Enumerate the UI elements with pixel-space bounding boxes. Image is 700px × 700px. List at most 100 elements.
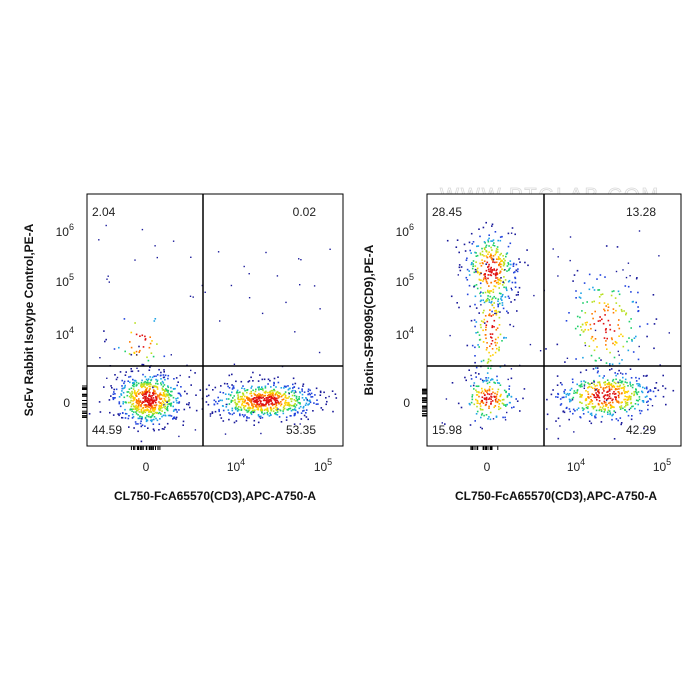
event-dot — [598, 381, 601, 383]
event-dot — [635, 399, 638, 402]
event-dot — [504, 259, 506, 262]
event-dot — [131, 403, 133, 406]
event-dot — [612, 308, 615, 310]
event-dot — [513, 271, 515, 274]
event-dot — [622, 383, 625, 386]
event-dot — [611, 406, 613, 408]
event-dot — [637, 384, 640, 387]
event-dot — [589, 383, 591, 385]
event-dot — [599, 384, 601, 387]
event-dot — [599, 316, 601, 318]
event-dot — [627, 396, 630, 398]
event-dot — [639, 325, 641, 328]
event-dot — [569, 400, 571, 403]
event-dot — [149, 395, 152, 398]
event-dot — [250, 412, 252, 414]
event-dot — [251, 404, 253, 407]
event-dot — [253, 419, 256, 422]
event-dot — [595, 413, 597, 416]
event-dot — [228, 418, 230, 421]
event-dot — [623, 388, 625, 390]
event-dot — [492, 314, 494, 316]
event-dot — [576, 392, 578, 394]
event-dot — [493, 406, 495, 409]
event-dot — [283, 387, 285, 389]
event-dot — [646, 401, 648, 403]
event-dot — [508, 297, 511, 299]
event-dot — [485, 396, 488, 399]
event-dot — [621, 373, 624, 375]
event-dot — [151, 340, 153, 342]
event-dot — [225, 398, 228, 400]
event-dot — [627, 285, 630, 288]
event-dot — [489, 274, 492, 276]
event-dot — [161, 428, 164, 430]
event-dot — [611, 414, 614, 416]
event-dot — [494, 351, 497, 354]
event-dot — [645, 375, 647, 377]
event-dot — [150, 383, 152, 386]
event-dot — [271, 403, 274, 406]
event-dot — [592, 286, 594, 289]
event-dot — [593, 323, 596, 325]
event-dot — [484, 390, 487, 392]
event-dot — [140, 408, 143, 411]
event-dot — [259, 374, 261, 376]
event-dot — [610, 337, 613, 339]
event-dot — [601, 293, 604, 295]
event-dot — [498, 382, 501, 384]
event-dot — [582, 331, 585, 333]
event-dot — [275, 386, 277, 388]
event-dot — [247, 381, 250, 383]
event-dot — [588, 345, 591, 347]
event-dot — [625, 402, 627, 405]
event-dot — [487, 239, 489, 241]
event-dot — [150, 379, 152, 382]
event-dot — [486, 299, 488, 302]
event-dot — [260, 415, 262, 418]
event-dot — [625, 276, 628, 279]
event-dot — [499, 278, 501, 280]
event-dot — [647, 429, 649, 431]
event-dot — [112, 414, 115, 416]
event-dot — [252, 380, 254, 382]
event-dot — [566, 357, 569, 359]
event-dot — [642, 401, 645, 403]
event-dot — [152, 400, 154, 403]
event-dot — [151, 394, 153, 397]
event-dot — [574, 327, 577, 330]
event-dot — [143, 391, 146, 393]
event-dot — [487, 377, 490, 379]
event-dot — [287, 409, 289, 411]
event-dot — [267, 394, 270, 396]
event-dot — [118, 401, 121, 403]
event-dot — [293, 399, 296, 401]
event-dot — [500, 292, 502, 295]
event-dot — [475, 332, 477, 334]
event-dot — [233, 395, 235, 397]
event-dot — [158, 409, 160, 411]
event-dot — [611, 386, 614, 388]
event-dot — [251, 403, 253, 405]
event-dot — [587, 403, 590, 405]
event-dot — [262, 396, 264, 399]
event-dot — [292, 377, 295, 380]
event-dot — [579, 393, 581, 396]
event-dot — [589, 323, 592, 326]
event-dot — [137, 414, 139, 416]
event-dot — [559, 425, 561, 427]
event-dot — [257, 386, 259, 389]
event-dot — [584, 381, 587, 383]
event-dot — [638, 377, 640, 380]
event-dot — [480, 299, 482, 302]
event-dot — [264, 399, 266, 402]
event-dot — [618, 305, 621, 307]
event-dot — [629, 381, 631, 384]
event-dot — [262, 413, 265, 416]
right-y-axis-title: Biotin-SF98095(CD9),PE-A — [362, 244, 376, 395]
event-dot — [475, 385, 478, 387]
event-dot — [162, 376, 165, 379]
event-dot — [133, 385, 135, 388]
event-dot — [649, 389, 652, 391]
event-dot — [574, 410, 576, 412]
